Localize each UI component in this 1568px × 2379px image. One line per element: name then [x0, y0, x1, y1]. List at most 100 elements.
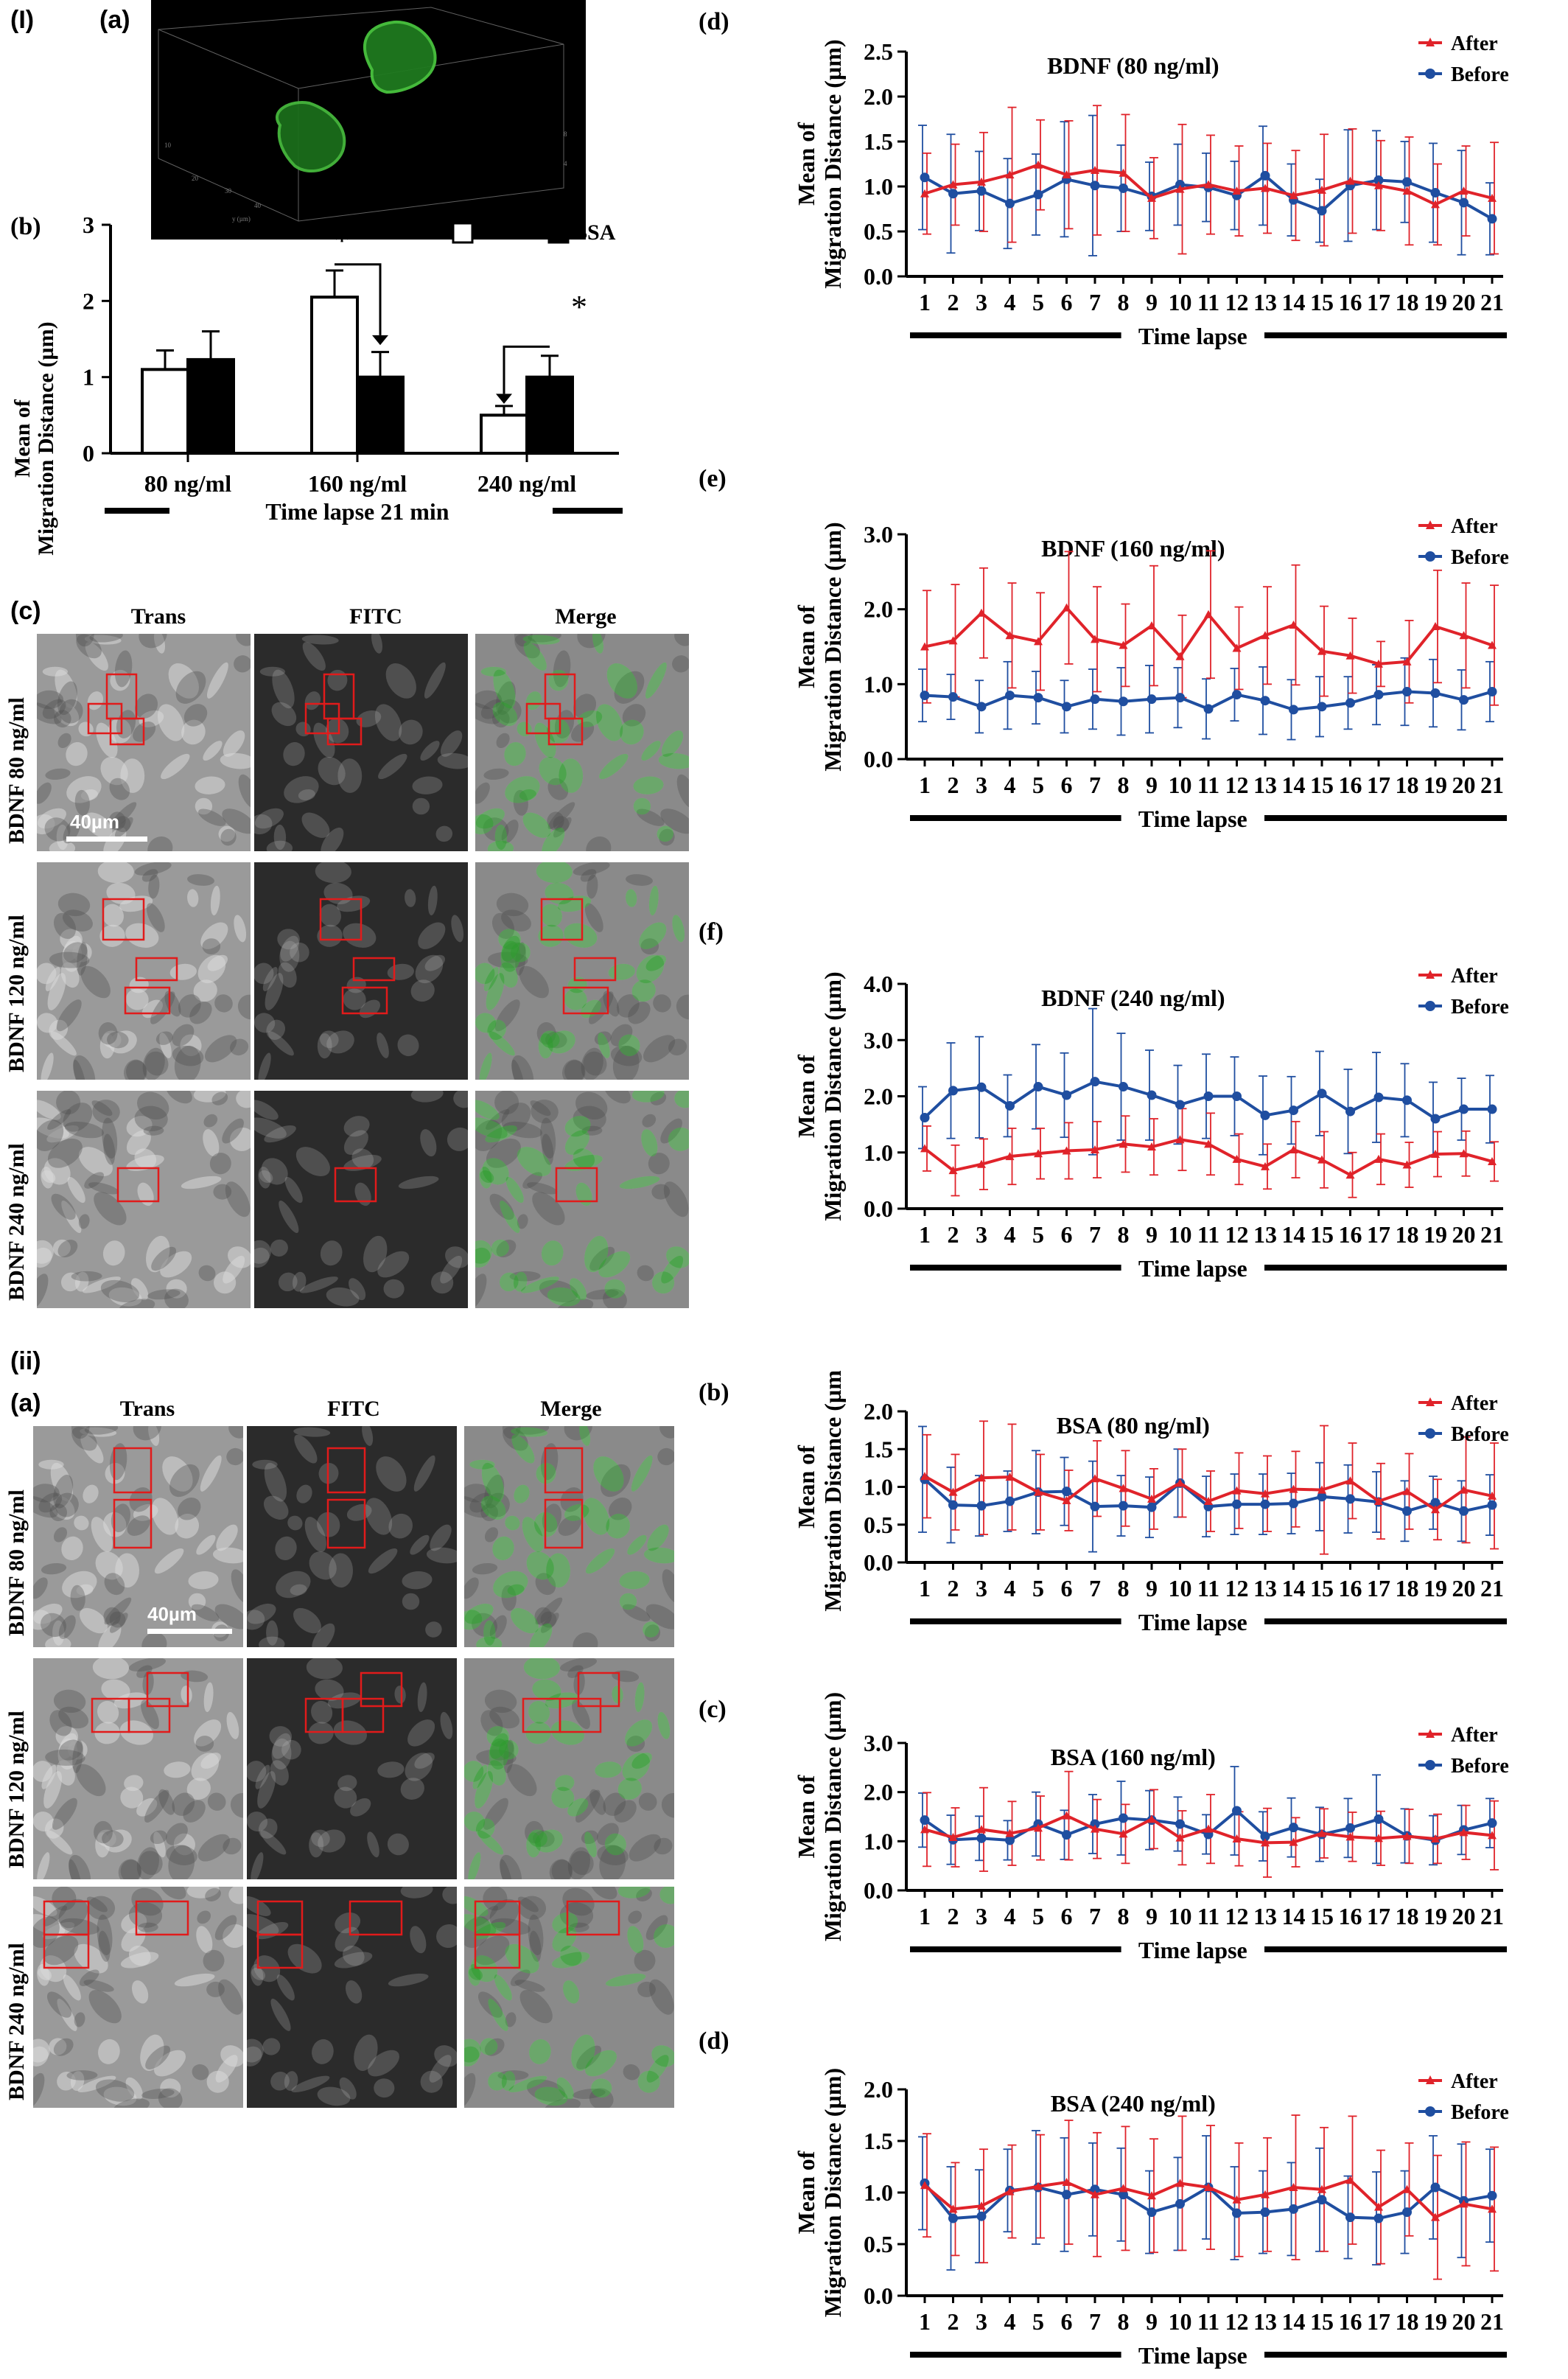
- line-point-after: [1345, 651, 1355, 660]
- svg-text:y (µm): y (µm): [232, 215, 251, 223]
- line-point-after: [1488, 2204, 1497, 2213]
- line-x-tick-label: 12: [1225, 289, 1249, 315]
- line-x-tick-label: 9: [1146, 289, 1158, 315]
- line-point-after: [1034, 1823, 1043, 1832]
- line-point-after: [1204, 1824, 1213, 1833]
- bar-legend-label-bdnf: BDNF: [477, 220, 537, 245]
- line-legend-label-after: After: [1451, 2070, 1498, 2093]
- line-legend-label-before: Before: [1451, 546, 1509, 569]
- line-x-tick-label: 13: [1253, 772, 1277, 798]
- line-y-tick-label: 0.0: [864, 2282, 893, 2309]
- line-point-after: [1232, 1154, 1242, 1163]
- line-x-tick-label: 3: [976, 1903, 987, 1929]
- bar-significance-arrow: [503, 345, 550, 394]
- line-x-tick-label: 9: [1146, 772, 1158, 798]
- line-x-tick-label: 16: [1339, 1575, 1362, 1601]
- line-point-after: [1402, 186, 1412, 195]
- line-point-before: [1373, 690, 1384, 700]
- line-x-tick-label: 18: [1396, 1903, 1419, 1929]
- line-point-after: [1317, 185, 1326, 194]
- grid-I-trans-image-row3: [37, 1091, 251, 1308]
- grid-I-merge-image-row2: [475, 862, 689, 1080]
- line-point-after: [1431, 1150, 1440, 1159]
- line-point-after: [1232, 2195, 1242, 2204]
- grid-I-merge-image-row3: [475, 1091, 689, 1308]
- line-point-before: [1289, 705, 1298, 715]
- line-point-after: [1374, 1496, 1383, 1505]
- line-legend-marker-before: [1425, 2106, 1435, 2117]
- panel-label-iia: (a): [10, 1389, 41, 1417]
- line-x-tick-label: 7: [1089, 772, 1101, 798]
- line-point-before: [1487, 687, 1497, 696]
- line-point-before: [1487, 1818, 1497, 1828]
- line-x-tick-label: 14: [1282, 1903, 1306, 1929]
- line-point-after: [1402, 1160, 1412, 1169]
- panel-label-Ib: (b): [10, 213, 41, 240]
- line-point-after: [1091, 1824, 1099, 1833]
- line-x-tick-label: 5: [1032, 1221, 1044, 1248]
- line-point-after: [1459, 1149, 1469, 1158]
- svg-text:4: 4: [564, 160, 567, 167]
- line-point-after: [1317, 1485, 1326, 1494]
- line-point-before: [1345, 1823, 1355, 1833]
- line-point-before: [1459, 198, 1469, 208]
- line-chart-ii-d: (d) Mean of Migration Distance (µm) BSA (24…: [699, 2027, 1509, 2369]
- line-point-after: [1119, 2184, 1128, 2193]
- line-ylabel-line1: Mean of: [793, 2151, 819, 2234]
- line-y-tick-label: 1.5: [864, 128, 893, 155]
- line-y-axis-label: Mean of Migration Distance (µm): [793, 1371, 846, 1612]
- line-x-tick-label: 18: [1396, 289, 1419, 315]
- line-point-after: [1005, 1828, 1015, 1837]
- line-point-before: [1119, 1082, 1128, 1092]
- confocal-3d-image: 10 20 30 40 y (µm) 8 4: [151, 0, 586, 240]
- bar-bdnf: [141, 368, 189, 455]
- line-point-after: [920, 1825, 929, 1834]
- line-x-tick-label: 18: [1396, 772, 1419, 798]
- line-point-before: [1175, 180, 1185, 190]
- line-legend-marker-after: [1426, 1397, 1435, 1406]
- line-x-tick-label: 21: [1480, 1221, 1504, 1248]
- line-chart-I-e: (e) Mean of Migration Distance (µm) BDNF (1…: [699, 465, 1509, 832]
- bar-chart-I-b: (b) Mean of Migration Distance (µm) 0 1 2 3…: [10, 212, 623, 556]
- line-y-tick-label: 1.5: [864, 1436, 893, 1462]
- line-point-before: [1459, 1104, 1469, 1114]
- line-legend-label-after: After: [1451, 515, 1498, 538]
- line-point-after: [1232, 1486, 1242, 1495]
- bar-category-label: 240 ng/ml: [477, 470, 576, 497]
- line-point-after: [1091, 1145, 1099, 1153]
- bar-significance-star: *: [334, 223, 350, 259]
- line-x-tick-label: 14: [1282, 289, 1306, 315]
- grid-I-trans-image-row2: [37, 862, 251, 1080]
- line-x-tick-label: 4: [1004, 1221, 1016, 1248]
- line-point-after: [1459, 631, 1469, 640]
- line-point-after: [1232, 1834, 1242, 1842]
- line-point-after: [1289, 621, 1298, 629]
- line-x-tick-label: 1: [919, 289, 931, 315]
- line-y-tick-label: 0.0: [864, 1195, 893, 1222]
- line-legend-marker-after: [1426, 1729, 1435, 1738]
- line-x-tick-label: 13: [1253, 1575, 1277, 1601]
- line-point-after: [1317, 1828, 1326, 1837]
- line-point-before: [1175, 1819, 1185, 1829]
- line-x-tick-label: 11: [1197, 1903, 1219, 1929]
- line-x-tick-label: 21: [1480, 1903, 1504, 1929]
- line-point-before: [1033, 1082, 1043, 1092]
- line-point-before: [1289, 2204, 1298, 2214]
- line-legend-label-before: Before: [1451, 1755, 1509, 1778]
- line-point-after: [920, 2181, 929, 2190]
- line-point-after: [1062, 1495, 1071, 1504]
- bar-y-tick-label: 0: [83, 440, 94, 467]
- line-legend-marker-after: [1426, 38, 1435, 46]
- line-point-before: [1232, 690, 1242, 700]
- line-xlabel-bg: [1121, 1936, 1264, 1963]
- line-x-tick-label: 6: [1061, 289, 1073, 315]
- line-x-tick-label: 1: [919, 2308, 931, 2335]
- line-point-before: [1289, 1823, 1298, 1833]
- line-point-after: [1204, 1139, 1213, 1148]
- line-point-after: [1374, 1834, 1383, 1842]
- line-point-after: [1005, 631, 1015, 640]
- scale-bar-label-ii: 40µm: [147, 1603, 197, 1625]
- grid-II-trans-image-row3: [33, 1887, 243, 2108]
- bar-xlabel-bg: [169, 499, 553, 524]
- scale-bar-ii: [147, 1629, 232, 1634]
